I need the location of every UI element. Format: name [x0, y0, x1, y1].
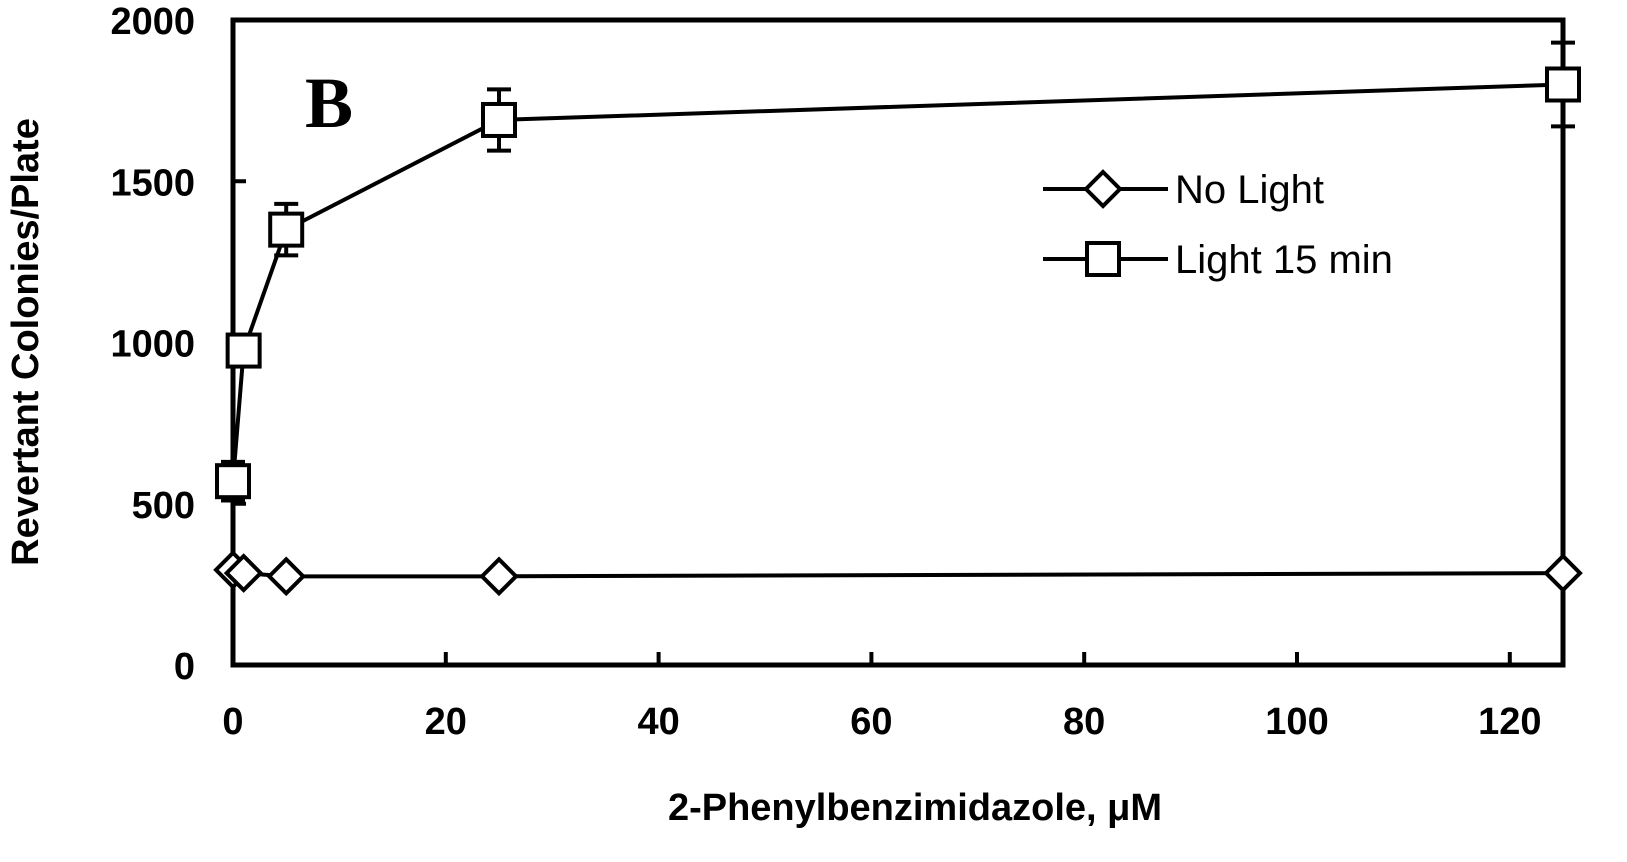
- y-tick-label: 500: [132, 485, 195, 527]
- y-tick-label: 0: [174, 646, 195, 688]
- x-tick-label: 80: [1063, 701, 1105, 743]
- series-square: [215, 40, 1581, 503]
- y-tick-label: 1000: [110, 324, 195, 366]
- x-tick-label: 100: [1265, 701, 1328, 743]
- y-tick-label: 2000: [110, 1, 195, 43]
- data-point: [481, 101, 517, 138]
- legend-entry: Light 15 min: [1043, 238, 1393, 282]
- series-line: [231, 82, 1564, 482]
- data-point: [266, 556, 307, 597]
- legend-label: No Light: [1175, 168, 1324, 212]
- legend: No Light Light 15 min: [1043, 168, 1393, 282]
- data-point: [215, 463, 251, 500]
- panel-label: B: [305, 63, 353, 143]
- data-point: [1545, 66, 1581, 103]
- legend-label: Light 15 min: [1175, 238, 1393, 282]
- legend-marker: [1085, 241, 1121, 277]
- legend-entry: No Light: [1043, 168, 1324, 212]
- series-diamond: [213, 550, 1583, 597]
- plot-frame: [230, 17, 1566, 668]
- x-tick-label: 0: [222, 701, 243, 743]
- y-axis-title: Revertant Colonies/Plate: [5, 118, 47, 566]
- legend-marker: [1083, 169, 1123, 209]
- data-point: [268, 211, 305, 248]
- series-line: [232, 567, 1564, 579]
- x-tick-label: 40: [637, 701, 679, 743]
- x-tick-label: 120: [1478, 701, 1541, 743]
- y-tick-label: 1500: [110, 162, 195, 204]
- x-tick-label: 60: [850, 701, 892, 743]
- x-tick-label: 20: [425, 701, 467, 743]
- data-point: [225, 332, 262, 369]
- x-axis-title: 2-Phenylbenzimidazole, μM: [668, 787, 1162, 829]
- data-point: [479, 556, 519, 597]
- data-point: [223, 553, 264, 593]
- data-point: [1543, 553, 1583, 593]
